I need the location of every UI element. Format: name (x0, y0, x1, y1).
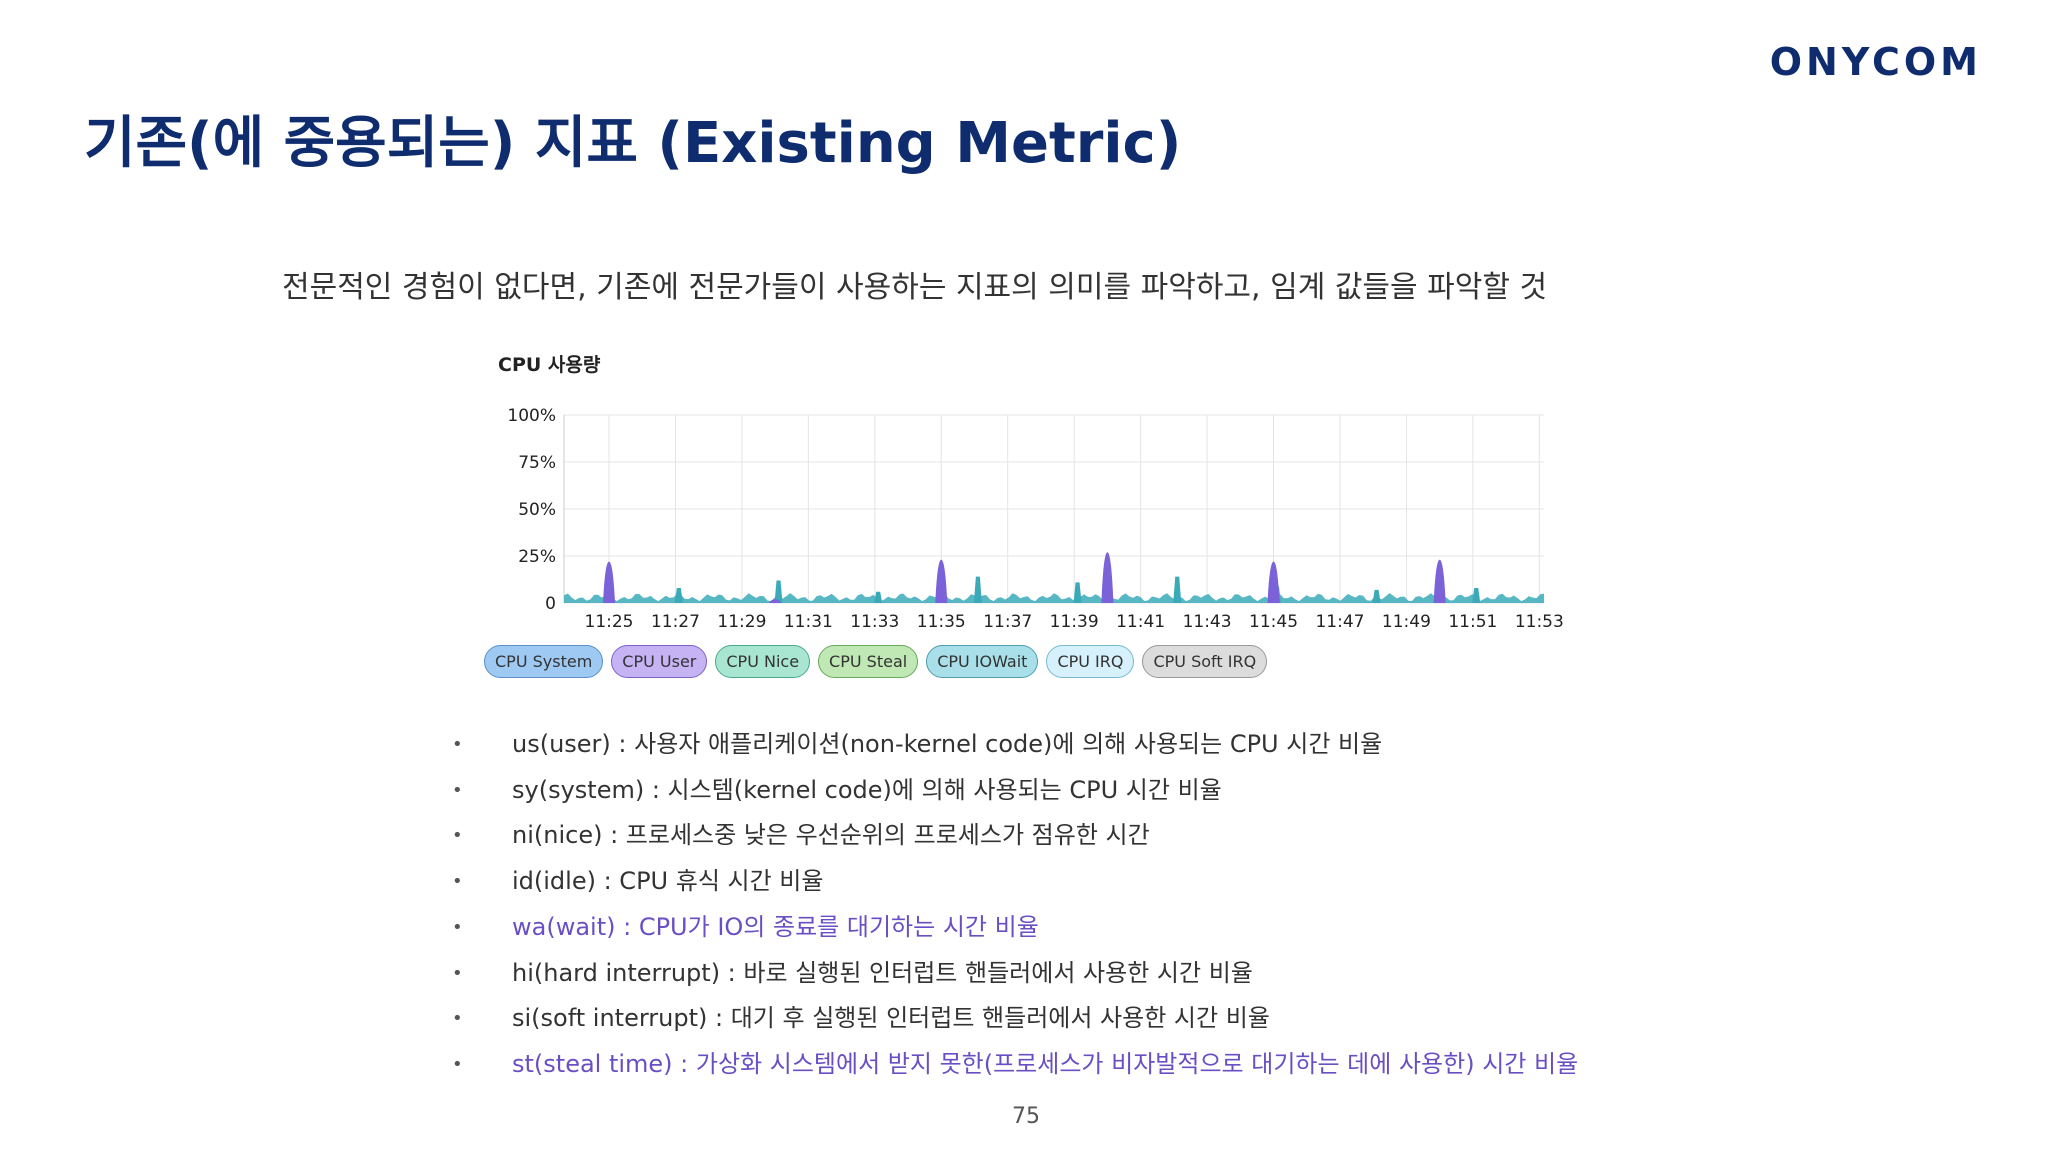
x-tick-label: 11:51 (1448, 612, 1497, 632)
metric-definition-item: • ni(nice) : 프로세스중 낮은 우선순위의 프로세스가 점유한 시간 (450, 813, 1578, 859)
metric-definition-text: si(soft interrupt) : 대기 후 실행된 인터럽트 핸들러에서… (512, 1004, 1270, 1033)
y-tick-label: 100% (507, 406, 556, 426)
series-user-spike (603, 561, 615, 603)
legend-item[interactable]: CPU Nice (715, 645, 811, 678)
legend-item[interactable]: CPU Steal (818, 645, 919, 678)
series-user-spike (769, 599, 782, 603)
metric-definition-item: • wa(wait) : CPU가 IO의 종료를 대기하는 시간 비율 (450, 905, 1578, 951)
x-tick-label: 11:27 (651, 612, 700, 632)
metric-definition-item: • st(steal time) : 가상화 시스템에서 받지 못한(프로세스가 … (450, 1042, 1578, 1088)
y-tick-label: 75% (518, 453, 556, 473)
company-logo: ONYCOM (1769, 40, 1982, 84)
legend-item[interactable]: CPU IRQ (1046, 645, 1135, 678)
metric-definition-text: sy(system) : 시스템(kernel code)에 의해 사용되는 C… (512, 775, 1222, 804)
series-iowait-peak (874, 591, 883, 603)
x-tick-label: 11:41 (1116, 612, 1165, 632)
slide-title: 기존(에 중용되는) 지표 (Existing Metric) (84, 111, 1182, 176)
metric-definition-item: • id(idle) : CPU 휴식 시간 비율 (450, 859, 1578, 905)
metric-definition-text: us(user) : 사용자 애플리케이션(non-kernel code)에 … (512, 730, 1383, 758)
page-number: 75 (1012, 1104, 1040, 1129)
bullet-dot: • (452, 1008, 463, 1030)
x-tick-label: 11:31 (784, 612, 833, 632)
legend-item[interactable]: CPU IOWait (926, 645, 1039, 678)
bullet-dot: • (452, 962, 463, 984)
metric-definition-text: id(idle) : CPU 휴식 시간 비율 (512, 867, 824, 896)
chart-title: CPU 사용량 (498, 354, 601, 376)
bullet-dot: • (452, 779, 463, 801)
x-tick-label: 11:53 (1515, 612, 1564, 632)
series-iowait-area (564, 593, 1544, 603)
series-iowait-peak (1372, 589, 1381, 603)
series-user-spike (1433, 559, 1446, 603)
metric-definition-item: • hi(hard interrupt) : 바로 실행된 인터럽트 핸들러에서 … (450, 951, 1578, 997)
x-tick-label: 11:25 (585, 612, 634, 632)
x-tick-label: 11:37 (983, 612, 1032, 632)
x-tick-label: 11:39 (1050, 612, 1099, 632)
bullet-dot: • (452, 825, 463, 847)
legend-item[interactable]: CPU User (611, 645, 708, 678)
slide-subtitle: 전문적인 경험이 없다면, 기존에 전문가들이 사용하는 지표의 의미를 파악하… (282, 270, 1548, 305)
x-tick-label: 11:49 (1382, 612, 1431, 632)
y-tick-label: 0 (545, 594, 556, 614)
series-user-spike (1101, 552, 1114, 603)
series-user-spike (935, 559, 948, 603)
y-tick-label: 50% (518, 500, 556, 520)
bullet-dot: • (452, 871, 463, 893)
x-tick-label: 11:33 (850, 612, 899, 632)
metric-definitions-list: • us(user) : 사용자 애플리케이션(non-kernel code)에… (450, 722, 1578, 1088)
metric-definition-item: • sy(system) : 시스템(kernel code)에 의해 사용되는 … (450, 768, 1578, 814)
series-iowait-peak (1073, 582, 1082, 603)
x-tick-label: 11:35 (917, 612, 966, 632)
series-iowait-peak (1173, 576, 1182, 603)
metric-definition-text: wa(wait) : CPU가 IO의 종료를 대기하는 시간 비율 (512, 912, 1039, 941)
metric-definition-item: • si(soft interrupt) : 대기 후 실행된 인터럽트 핸들러에… (450, 996, 1578, 1042)
series-iowait-peak (1472, 587, 1481, 603)
bullet-dot: • (452, 1053, 463, 1075)
cpu-usage-chart: 100% 75% 50% 25% 0 11:25 11:27 11:29 11:31 11:33 1… (484, 340, 1584, 680)
x-tick-label: 11:47 (1315, 612, 1364, 632)
series-iowait-peak (674, 587, 683, 603)
x-tick-label: 11:43 (1183, 612, 1232, 632)
series-user-spike (1267, 561, 1280, 603)
bullet-dot: • (452, 734, 463, 755)
legend-item[interactable]: CPU System (484, 645, 604, 678)
chart-canvas: 100% 75% 50% 25% 0 11:25 11:27 11:29 11:31 11:33 1… (507, 406, 1564, 632)
series-iowait-peak (973, 576, 982, 603)
chart-legend: CPU System CPU User CPU Nice CPU Steal CPU I… (484, 645, 1268, 678)
y-tick-label: 25% (518, 547, 556, 567)
legend-item[interactable]: CPU Soft IRQ (1142, 645, 1268, 678)
metric-definition-text: ni(nice) : 프로세스중 낮은 우선순위의 프로세스가 점유한 시간 (512, 821, 1150, 850)
metric-definition-item: • us(user) : 사용자 애플리케이션(non-kernel code)에… (450, 722, 1578, 768)
bullet-dot: • (452, 916, 463, 938)
series-iowait-peak (774, 580, 783, 603)
x-tick-label: 11:45 (1249, 612, 1298, 632)
x-tick-label: 11:29 (717, 612, 766, 632)
metric-definition-text: st(steal time) : 가상화 시스템에서 받지 못한(프로세스가 비… (512, 1049, 1579, 1078)
metric-definition-text: hi(hard interrupt) : 바로 실행된 인터럽트 핸들러에서 사… (512, 958, 1253, 987)
